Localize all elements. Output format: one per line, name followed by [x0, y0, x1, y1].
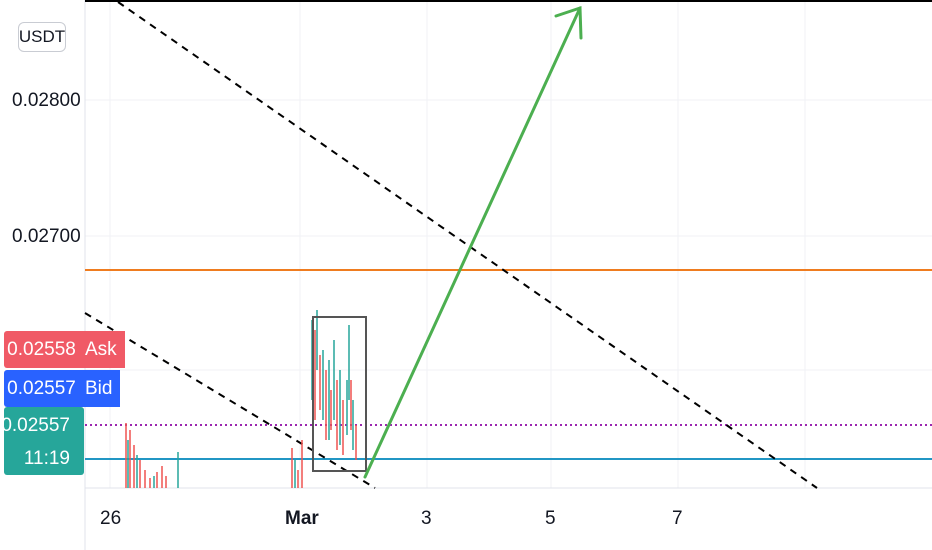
bar-countdown: 11:19 — [23, 448, 70, 469]
bid-tag: 0.02557 Bid — [4, 370, 121, 407]
time-tick: 26 — [100, 508, 122, 529]
candles-left — [125, 423, 167, 488]
lower-trend-line[interactable] — [84, 312, 376, 489]
candles-mid — [291, 330, 357, 488]
ask-tag: 0.02558 Ask — [4, 331, 125, 368]
candles-mid-up — [294, 310, 354, 488]
bid-value: 0.02557 — [7, 377, 76, 399]
time-tick: Mar — [285, 508, 319, 529]
consolidation-box[interactable] — [312, 316, 367, 472]
currency-button[interactable]: USDT — [18, 22, 66, 52]
last-price-value: 0.02557 — [1, 415, 70, 436]
price-tick: 0.02800 — [12, 90, 81, 111]
ask-label: Ask — [79, 331, 125, 368]
grid — [85, 0, 932, 488]
upper-trend-line[interactable] — [117, 1, 818, 489]
time-tick: 5 — [545, 508, 556, 529]
candles-left-up — [127, 440, 179, 488]
projection-arrow[interactable] — [363, 5, 583, 479]
price-tick: 0.02700 — [12, 226, 81, 247]
ask-value: 0.02558 — [7, 338, 76, 360]
last-price-tag: 0.02557 11:19 — [1, 407, 84, 475]
bid-label: Bid — [79, 370, 121, 407]
time-tick: 3 — [421, 508, 432, 529]
time-tick: 7 — [672, 508, 683, 529]
chart-top-border — [85, 0, 932, 2]
